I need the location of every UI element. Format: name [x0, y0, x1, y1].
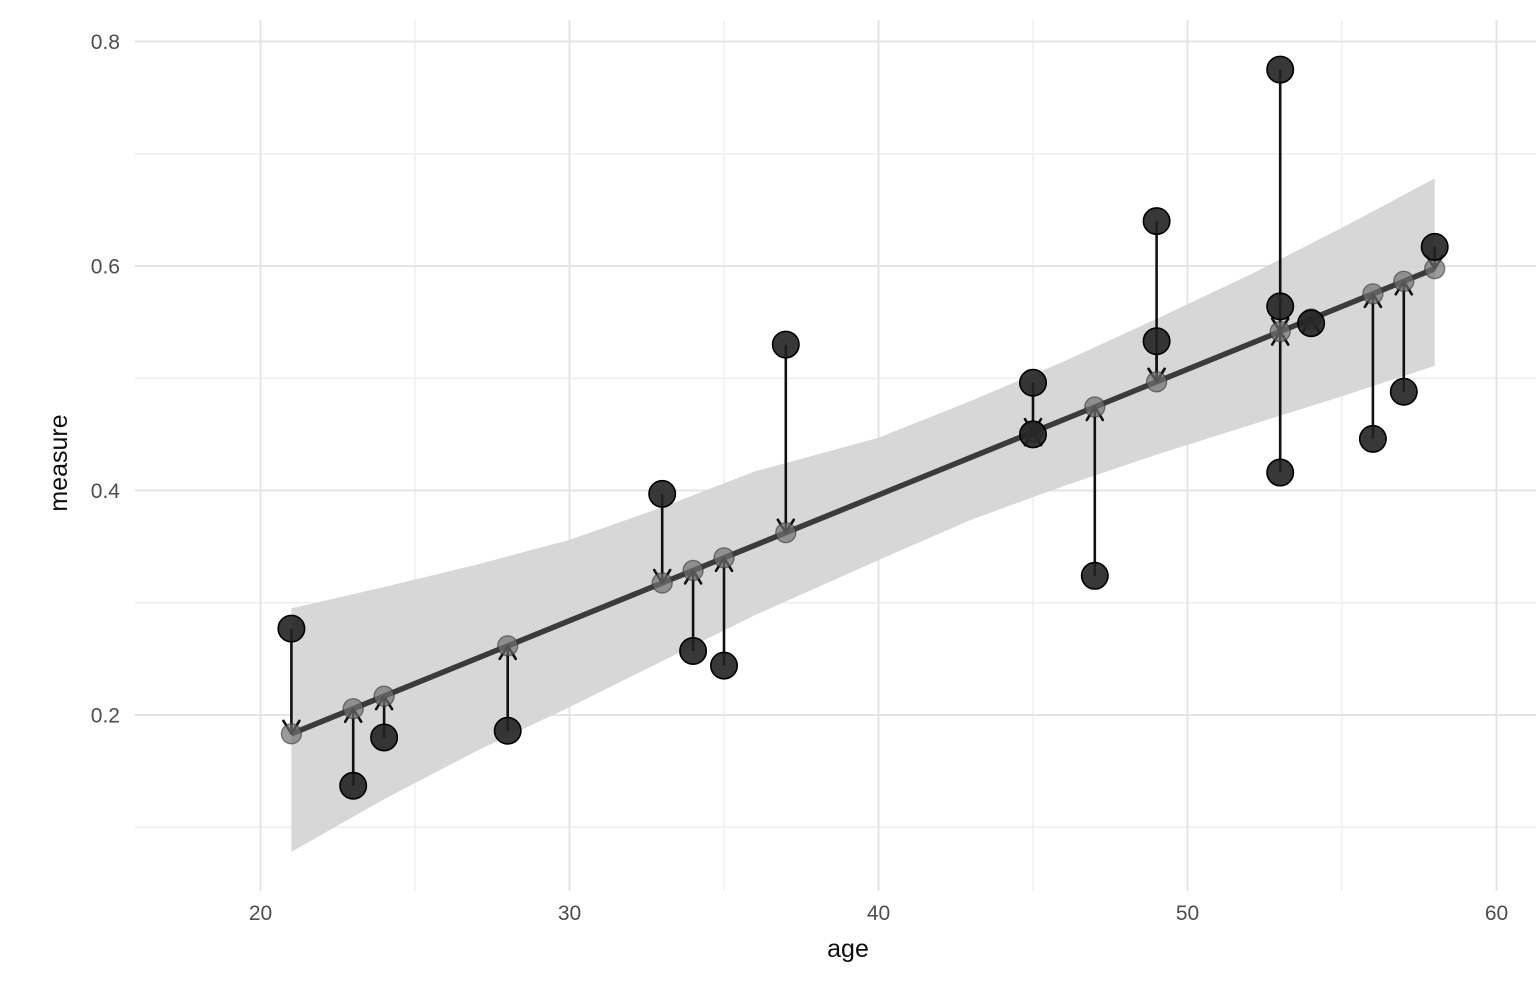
y-tick-label: 0.8: [91, 31, 120, 54]
regression-line-group: [290, 266, 1436, 737]
observed-point: [1266, 458, 1295, 487]
observed-point: [1266, 292, 1295, 321]
observed-point: [771, 330, 800, 359]
fitted-point: [280, 723, 303, 745]
observed-point: [1389, 377, 1418, 406]
fitted-point: [682, 559, 704, 582]
fitted-point: [1393, 270, 1415, 292]
fitted-point: [1145, 371, 1168, 393]
observed-point: [1142, 207, 1171, 236]
fitted-point: [373, 685, 395, 707]
confidence-ribbon-group: [291, 178, 1435, 852]
x-tick-label: 30: [558, 902, 581, 925]
fitted-point: [342, 698, 364, 720]
observed-point: [709, 651, 738, 680]
observed-point: [370, 723, 399, 752]
y-tick-label: 0.6: [91, 256, 120, 279]
observed-point: [493, 716, 522, 745]
observed-point: [1420, 232, 1449, 261]
x-tick-label: 60: [1485, 902, 1508, 925]
fitted-point: [1362, 283, 1384, 305]
observed-point: [1018, 420, 1047, 449]
fitted-point: [1084, 396, 1106, 418]
x-tick-label: 50: [1176, 902, 1199, 925]
fitted-point: [1269, 320, 1291, 343]
observed-point: [1266, 55, 1295, 84]
x-axis-tick-labels: 20 30 40 50 60: [249, 902, 1508, 925]
fitted-point: [651, 572, 673, 594]
observed-points-group: [277, 55, 1449, 800]
scatter-plot-figure: 20 30 40 50 60 0.2 0.4 0.6 0.8 age measure: [40, 16, 1536, 976]
observed-point: [1018, 368, 1047, 397]
observed-point: [679, 637, 708, 666]
observed-point: [1080, 561, 1109, 590]
observed-point: [1142, 327, 1171, 356]
fitted-point: [713, 547, 735, 569]
fitted-point: [1423, 257, 1446, 280]
regression-line: [290, 266, 1436, 737]
chart-canvas: 20 30 40 50 60 0.2 0.4 0.6 0.8 age measure: [45, 20, 1536, 963]
observed-point: [1358, 424, 1387, 453]
fitted-point: [775, 522, 797, 544]
y-axis-title: measure: [45, 414, 73, 511]
observed-point: [648, 479, 677, 508]
y-tick-label: 0.2: [91, 705, 120, 728]
confidence-ribbon: [291, 178, 1435, 852]
y-axis-tick-labels: 0.2 0.4 0.6 0.8: [91, 31, 121, 728]
x-tick-label: 20: [249, 902, 272, 925]
observed-point: [277, 614, 306, 643]
y-tick-label: 0.4: [91, 480, 121, 503]
x-axis-title: age: [827, 935, 869, 963]
x-tick-label: 40: [867, 902, 890, 925]
observed-point: [1297, 309, 1326, 338]
fitted-point: [497, 635, 519, 657]
observed-point: [339, 771, 368, 800]
